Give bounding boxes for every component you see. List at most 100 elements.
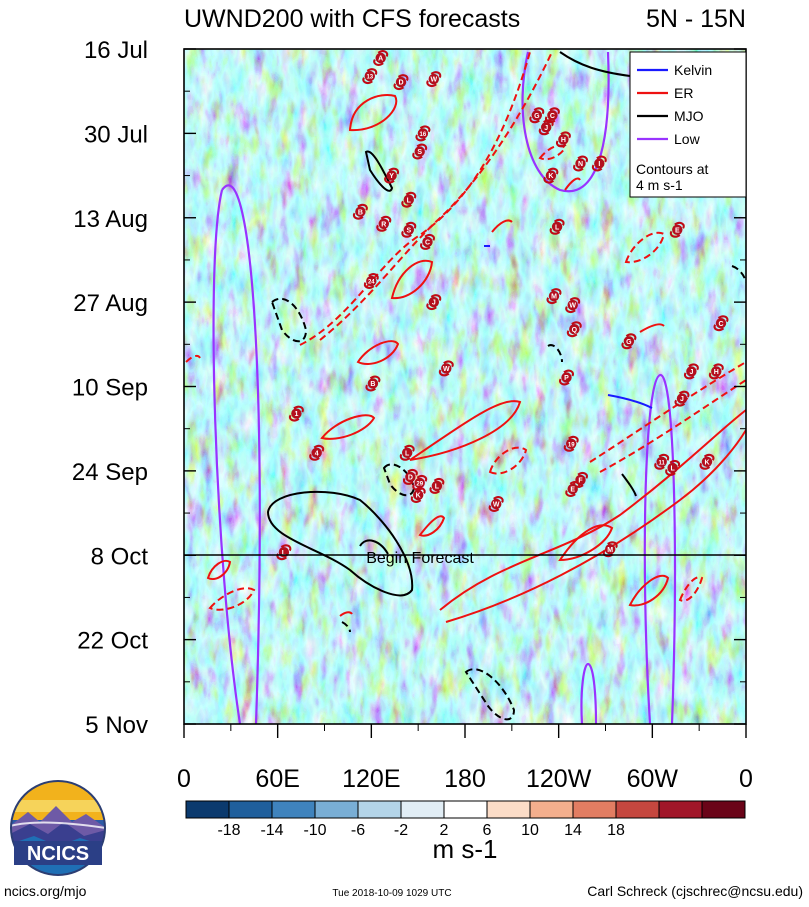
colorbar-swatch [357,800,402,819]
storm-marker: 16 [415,125,431,142]
footer-author: Carl Schreck (cjschrec@ncsu.edu) [587,883,803,899]
legend-label-low: Low [674,131,701,147]
er-contour [439,409,746,611]
storm-label: J [432,300,436,307]
low-contour [212,189,242,724]
legend-note-line2: 4 m s-1 [636,177,683,193]
storm-marker: J [426,294,442,311]
colorbar-swatch [185,800,230,819]
er-contour [589,361,746,463]
er-contour [564,177,581,191]
mjo-contour [621,473,637,497]
legend-label-kelvin: Kelvin [674,62,712,78]
chart-title: UWND200 with CFS forecasts [184,5,520,33]
er-contour [208,587,256,611]
storm-marker: K [410,487,426,503]
storm-label: K [416,493,421,500]
storm-marker: A [373,50,389,66]
x-tick-label: 120W [526,765,592,793]
storm-label: W [430,77,437,84]
storm-label: H [561,137,566,144]
storm-marker: W [488,496,504,512]
mjo-contour [547,344,563,363]
storm-label: 1 [294,411,298,418]
colorbar-swatch [658,800,703,819]
storm-marker: E [565,481,581,497]
er-contour [320,414,376,440]
storm-marker: K [699,453,715,470]
mjo-contour [266,490,414,597]
storm-label: S [417,149,422,156]
storm-marker: 19 [563,435,579,452]
storm-label: L [555,224,560,231]
storm-label: L [435,484,440,491]
storm-label: P [564,375,569,382]
mjo-contour [559,51,631,77]
er-contour [491,219,513,233]
storm-marker: L [429,477,445,494]
axis-ticks [183,48,747,738]
y-tick-label: 30 Jul [84,121,148,148]
storm-marker: D [402,468,418,485]
er-contour [628,575,670,607]
storm-marker: B [365,375,381,392]
mjo-contour [359,539,389,555]
footer-timestamp: Tue 2018-10-09 1029 UTC [332,888,451,899]
storm-marker: W [565,297,581,314]
er-contour [390,259,434,300]
er-contour [558,524,614,562]
storm-marker: W [426,71,442,88]
storm-label: S [406,227,411,234]
storm-label: L [405,450,410,457]
storm-marker: J [674,390,690,407]
begin-forecast-label: Begin Forecast [366,550,474,567]
storm-marker: H [555,131,571,148]
storm-label: J [544,125,548,132]
er-contour [445,429,746,623]
storm-marker: M [602,541,618,558]
storm-label: C [718,321,723,328]
x-tick-label: 0 [177,765,191,793]
storm-marker: Q [566,321,582,338]
x-tick-label: 60E [255,765,299,793]
mjo-contour [364,150,394,192]
mjo-contour [270,297,308,343]
y-axis-labels: 16 Jul 30 Jul 13 Aug 27 Aug 10 Sep 24 Sep 8 Oc… [72,37,148,739]
er-contour [678,576,704,602]
storm-marker: W [438,360,454,377]
colorbar-swatch [486,800,531,819]
y-tick-label: 5 Nov [85,712,148,739]
storm-marker: L [549,218,565,235]
storm-label: D [408,475,413,482]
storm-marker: 4 [309,444,325,461]
storm-marker: C [419,233,436,250]
colorbar-tick-label: 10 [521,822,539,839]
storm-marker: G [621,333,637,350]
storm-marker: J [683,363,699,380]
colorbar-swatch [529,800,574,819]
legend-label-mjo: MJO [674,108,704,124]
er-contour [538,144,567,161]
storm-label: W [443,366,450,373]
er-contour [348,94,398,132]
colorbar-swatch [314,800,359,819]
colorbar-swatch [572,800,617,819]
storm-marker: B [352,203,368,220]
colorbar-tick-label: -2 [394,822,408,839]
er-contour [356,340,400,365]
forecast-start: Begin Forecast [184,550,746,567]
x-tick-label: 60W [627,765,679,793]
y-tick-label: 13 Aug [73,206,148,233]
colorbar-tick-label: 2 [440,822,449,839]
storm-label: L [407,197,412,204]
legend-label-er: ER [674,85,693,101]
mjo-contour [731,265,746,283]
storm-label: M [607,547,613,554]
colorbar-units: m s-1 [433,834,498,864]
colorbar-swatch [701,800,746,819]
colorbar-tick-label: 18 [607,822,625,839]
storm-label: 11 [659,460,666,466]
er-contour [639,323,665,333]
storm-label: M [551,294,557,301]
